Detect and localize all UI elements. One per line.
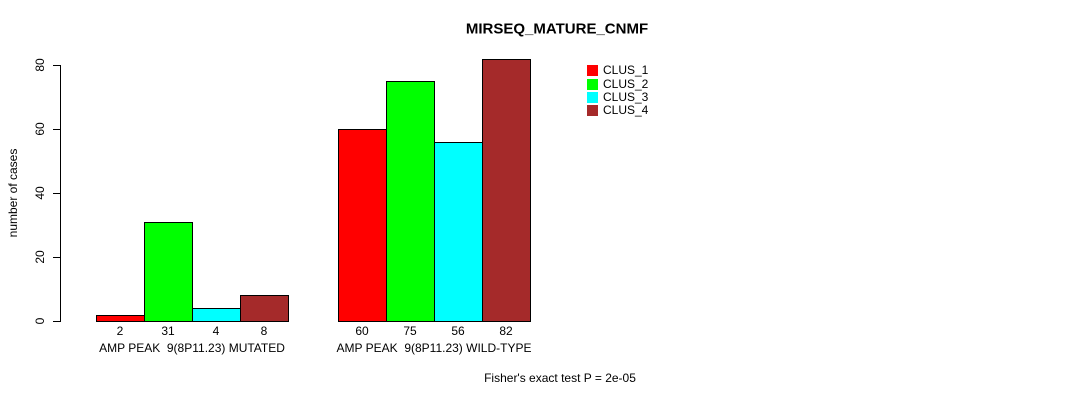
bar-clus_4-group2 (482, 58, 531, 322)
legend-color-swatch (587, 91, 598, 103)
bar-value-label: 82 (499, 324, 513, 338)
bar-clus_3-group1 (192, 308, 241, 322)
y-tick-label: 0 (33, 317, 47, 325)
bar-value-label: 2 (116, 324, 124, 338)
legend-item: CLUS_1 (587, 64, 648, 77)
y-tick-label: 20 (33, 250, 47, 264)
legend-item: CLUS_4 (587, 104, 648, 117)
bar-value-label: 31 (161, 324, 175, 338)
x-category-label: AMP PEAK 9(8P11.23) WILD-TYPE (336, 341, 532, 355)
legend-color-swatch (587, 65, 598, 77)
y-tick-label: 80 (33, 58, 47, 72)
y-tick (53, 129, 60, 130)
bar-clus_4-group1 (240, 295, 289, 322)
y-tick (53, 257, 60, 258)
y-axis-title: number of cases (6, 148, 20, 238)
y-tick-label: 40 (33, 186, 47, 200)
bar-clus_2-group1 (144, 221, 193, 322)
chart-title: MIRSEQ_MATURE_CNMF (465, 20, 649, 38)
y-tick (53, 321, 60, 322)
bar-clus_3-group2 (434, 141, 483, 322)
legend: CLUS_1 CLUS_2 CLUS_3 CLUS_4 (587, 64, 648, 118)
stat-test-footnote: Fisher's exact test P = 2e-05 (484, 371, 636, 385)
legend-item: CLUS_3 (587, 89, 649, 104)
legend-label: CLUS_2 (603, 76, 649, 91)
bar-clus_1-group2 (338, 129, 387, 322)
legend-label: CLUS_3 (603, 89, 649, 104)
bar-value-label: 4 (212, 324, 220, 338)
legend-color-swatch (587, 105, 598, 117)
bar-value-label: 75 (403, 324, 417, 338)
legend-item: CLUS_2 (587, 77, 648, 90)
legend-label: CLUS_1 (603, 63, 649, 78)
legend-label: CLUS_4 (603, 103, 649, 118)
bar-clus_1-group1 (96, 314, 145, 322)
y-tick (53, 65, 60, 66)
y-tick (53, 193, 60, 194)
legend-color-swatch (587, 78, 598, 90)
bar-value-label: 8 (260, 324, 268, 338)
bar-clus_2-group2 (386, 81, 435, 322)
bar-value-label: 56 (451, 324, 465, 338)
y-tick-label: 60 (33, 122, 47, 136)
bar-value-label: 60 (355, 324, 369, 338)
y-axis-line (60, 65, 61, 322)
x-category-label: AMP PEAK 9(8P11.23) MUTATED (99, 341, 285, 355)
